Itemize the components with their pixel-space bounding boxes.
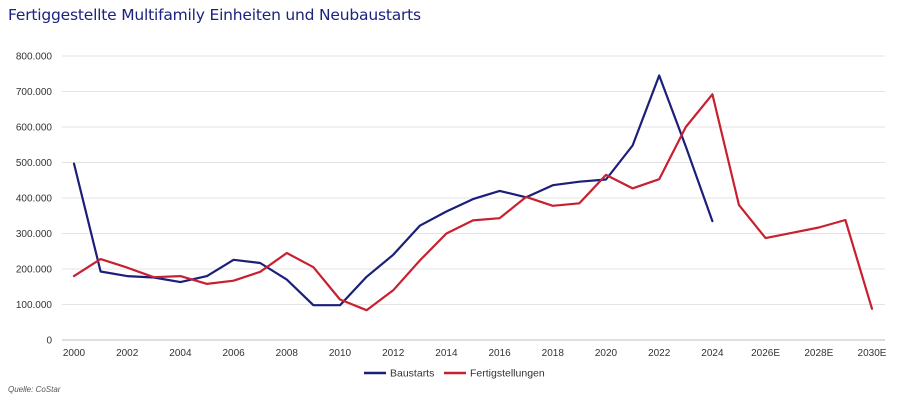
legend-label: Baustarts (390, 368, 434, 380)
y-tick-label: 800.000 (16, 52, 53, 63)
x-tick-label: 2010 (329, 348, 352, 359)
y-tick-label: 500.000 (16, 158, 53, 169)
x-tick-label: 2014 (435, 348, 458, 359)
x-tick-label: 2000 (63, 348, 86, 359)
x-tick-label: 2028E (804, 348, 833, 359)
y-tick-label: 700.000 (16, 87, 53, 98)
chart-title: Fertiggestellte Multifamily Einheiten un… (8, 6, 421, 24)
y-tick-label: 400.000 (16, 194, 53, 205)
y-tick-label: 300.000 (16, 229, 53, 240)
series-lines (72, 74, 874, 312)
x-tick-label: 2020 (595, 348, 618, 359)
x-tick-label: 2024 (701, 348, 724, 359)
y-tick-label: 0 (46, 336, 52, 347)
x-tick-label: 2008 (276, 348, 299, 359)
x-tick-label: 2026E (751, 348, 780, 359)
x-tick-label: 2018 (542, 348, 565, 359)
y-tick-label: 600.000 (16, 123, 53, 134)
legend: Baustarts Fertigstellungen (364, 368, 545, 380)
x-axis-tick-labels: 2000 2002 2004 2006 2008 2010 2012 2014 2016 2018… (63, 348, 887, 359)
series-line-baustarts (72, 74, 714, 307)
y-tick-label: 100.000 (16, 300, 53, 311)
x-tick-label: 2022 (648, 348, 671, 359)
legend-item-baustarts: Baustarts (364, 368, 434, 380)
y-axis-tick-labels: 0 100.000 200.000 300.000 400.000 500.000 600.… (16, 52, 53, 347)
legend-label: Fertigstellungen (470, 368, 545, 380)
x-tick-label: 2002 (116, 348, 139, 359)
x-tick-label: 2012 (382, 348, 405, 359)
legend-item-fertigstellungen: Fertigstellungen (444, 368, 545, 380)
x-tick-label: 2004 (169, 348, 192, 359)
x-tick-label: 2030E (858, 348, 887, 359)
y-tick-label: 200.000 (16, 265, 53, 276)
x-tick-label: 2016 (488, 348, 511, 359)
source-note: Quelle: CoStar (8, 385, 61, 394)
series-line-fertigstellungen (72, 93, 874, 312)
x-tick-label: 2006 (222, 348, 245, 359)
